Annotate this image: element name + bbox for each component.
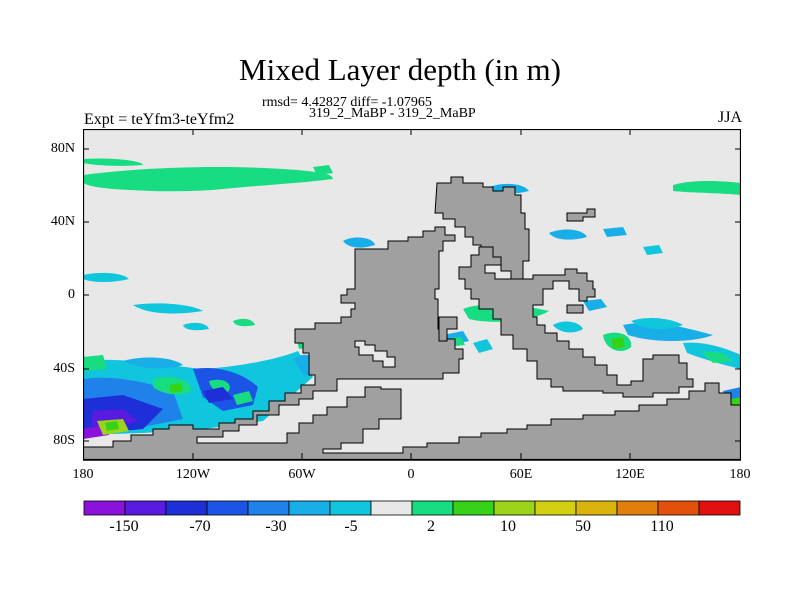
lat-tick-80n: 80N — [50, 141, 75, 156]
colorbar-swatch — [493, 500, 536, 516]
colorbar-swatch — [370, 500, 413, 516]
colorbar-swatch — [247, 500, 290, 516]
season-label: JJA — [717, 109, 742, 126]
colorbar-label: 2 — [427, 518, 435, 535]
colorbar — [83, 500, 741, 516]
colorbar-swatch — [534, 500, 577, 516]
land-mask — [83, 176, 741, 461]
lat-tick-0: 0 — [68, 287, 75, 302]
lat-tick-40n: 40N — [50, 214, 75, 229]
colorbar-label: -5 — [344, 518, 358, 535]
colorbar-swatch — [575, 500, 618, 516]
colorbar-swatch — [698, 500, 741, 516]
colorbar-label: 110 — [650, 518, 674, 535]
colorbar-label: 50 — [575, 518, 591, 535]
lon-tick-120w: 120W — [175, 467, 211, 482]
lon-tick-60w: 60W — [288, 467, 316, 482]
colorbar-label: 10 — [500, 518, 516, 535]
experiment-names: 319_2_MaBP - 319_2_MaBP — [309, 106, 476, 121]
axis-ticks — [83, 129, 741, 459]
colorbar-swatch — [657, 500, 700, 516]
experiment-label: Expt = teYfm3-teYfm2 — [84, 111, 235, 128]
colorbar-label: -30 — [265, 518, 287, 535]
colorbar-swatch — [165, 500, 208, 516]
lon-tick-120e: 120E — [615, 467, 645, 482]
lon-tick-180e: 180 — [729, 467, 751, 482]
colorbar-swatch — [288, 500, 331, 516]
colorbar-label: -70 — [189, 518, 211, 535]
colorbar-swatch — [411, 500, 454, 516]
colorbar-swatch — [329, 500, 372, 516]
lon-tick-60e: 60E — [509, 467, 533, 482]
stats-line: rmsd= 4.42827 diff= -1.07965 — [262, 95, 432, 110]
lat-tick-80s: 80S — [53, 433, 75, 448]
colorbar-swatch — [452, 500, 495, 516]
colorbar-swatch — [83, 500, 126, 516]
colorbar-swatch — [124, 500, 167, 516]
lon-tick-180w: 180 — [72, 467, 94, 482]
colorbar-label: -150 — [109, 518, 139, 535]
lon-tick-0: 0 — [407, 467, 415, 482]
lat-tick-40s: 40S — [53, 361, 75, 376]
plot-title: Mixed Layer depth (in m) — [239, 52, 561, 87]
colorbar-swatch — [616, 500, 659, 516]
colorbar-swatch — [206, 500, 249, 516]
map-plot — [83, 129, 741, 461]
